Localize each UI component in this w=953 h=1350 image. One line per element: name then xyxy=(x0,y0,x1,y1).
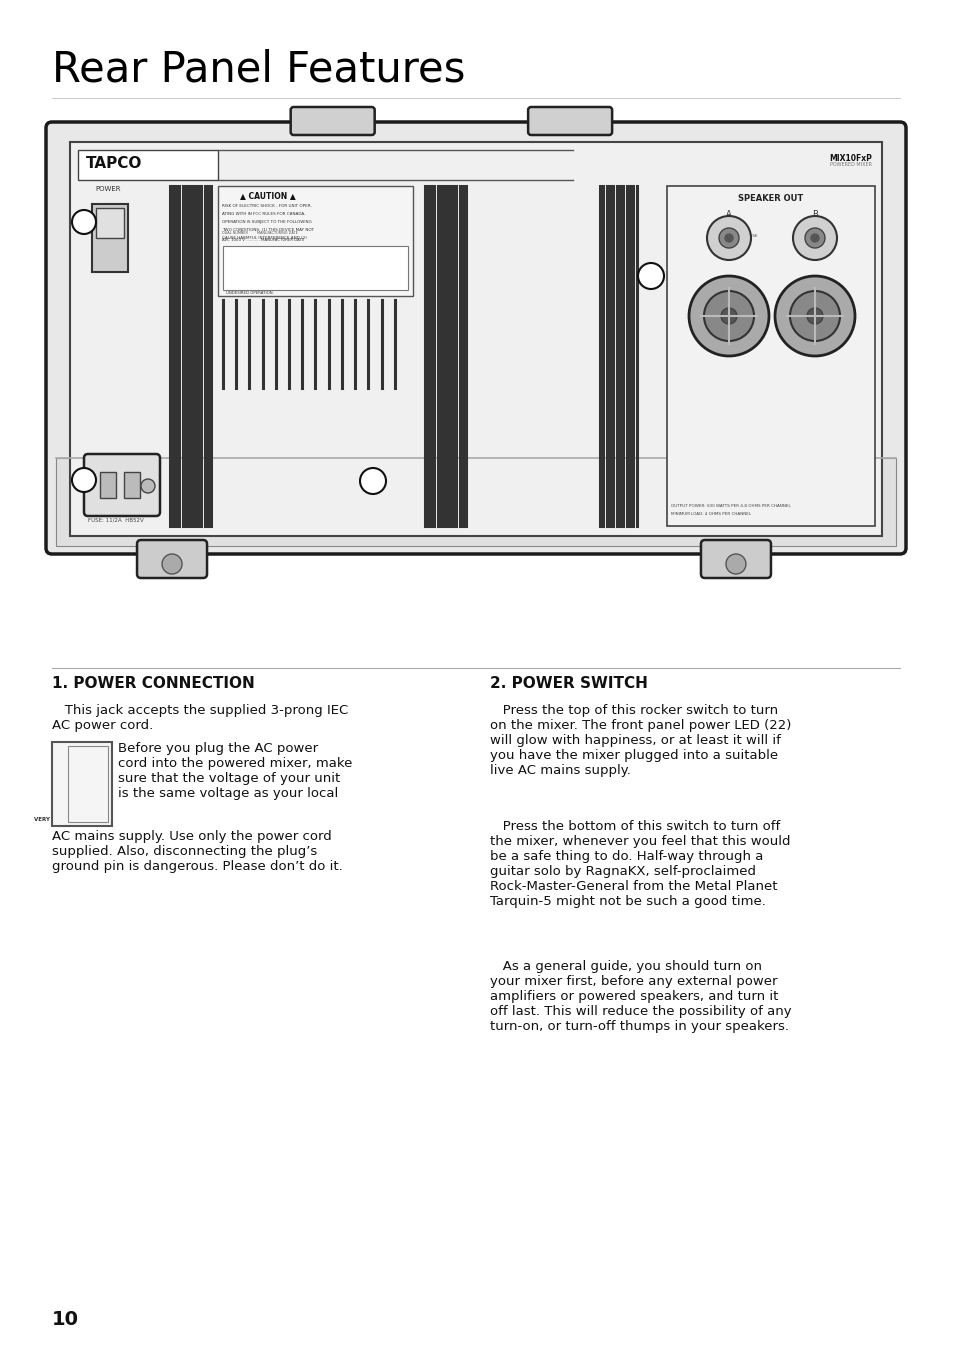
Circle shape xyxy=(359,468,386,494)
Text: CLOSE: CLOSE xyxy=(744,234,758,238)
Text: Rear Panel Features: Rear Panel Features xyxy=(52,49,465,90)
Text: Press the bottom of this switch to turn off
the mixer, whenever you feel that th: Press the bottom of this switch to turn … xyxy=(490,819,790,909)
Circle shape xyxy=(71,211,96,234)
Text: Press the top of this rocker switch to turn
on the mixer. The front panel power : Press the top of this rocker switch to t… xyxy=(490,703,791,778)
FancyBboxPatch shape xyxy=(46,122,905,554)
Text: ☞: ☞ xyxy=(71,767,109,802)
Text: A: A xyxy=(725,211,731,219)
Text: THIS DEVICE COMPLIES WITH PART 15 OF THE FCC RULES: THIS DEVICE COMPLIES WITH PART 15 OF THE… xyxy=(226,248,338,252)
FancyBboxPatch shape xyxy=(700,540,770,578)
Text: ATING WITH IN FCC RULES FOR CANADA,: ATING WITH IN FCC RULES FOR CANADA, xyxy=(222,212,305,216)
FancyBboxPatch shape xyxy=(291,107,375,135)
Text: MINIMUM LOAD: 4 OHMS PER CHANNEL: MINIMUM LOAD: 4 OHMS PER CHANNEL xyxy=(670,512,750,516)
Circle shape xyxy=(810,234,818,242)
Circle shape xyxy=(720,308,737,324)
Text: 2. POWER SWITCH: 2. POWER SWITCH xyxy=(490,676,647,691)
Text: (2) THIS DEVICE MUST ACCEPT ANY INTERFERENCE: (2) THIS DEVICE MUST ACCEPT ANY INTERFER… xyxy=(226,277,326,281)
Bar xyxy=(100,472,116,498)
Circle shape xyxy=(774,275,854,356)
Circle shape xyxy=(703,292,753,342)
Text: RECEIVED, INCLUDING INTERFERENCE THAT MAY CAUSE: RECEIVED, INCLUDING INTERFERENCE THAT MA… xyxy=(226,284,335,288)
Text: 4: 4 xyxy=(369,477,376,486)
Text: OPERATION IS SUBJECT TO THE FOLLOWING: OPERATION IS SUBJECT TO THE FOLLOWING xyxy=(222,220,312,224)
Text: AC mains supply. Use only the power cord
supplied. Also, disconnecting the plug’: AC mains supply. Use only the power cord… xyxy=(52,830,342,873)
Text: This jack accepts the supplied 3-prong IEC
AC power cord.: This jack accepts the supplied 3-prong I… xyxy=(52,703,348,732)
Circle shape xyxy=(638,263,663,289)
Text: 1. POWER CONNECTION: 1. POWER CONNECTION xyxy=(52,676,254,691)
Bar xyxy=(223,246,408,290)
Bar xyxy=(56,458,895,545)
Bar xyxy=(218,186,413,296)
Circle shape xyxy=(706,216,750,261)
Text: 10: 10 xyxy=(52,1310,79,1328)
Circle shape xyxy=(141,479,154,493)
Text: ▲ CAUTION ▲: ▲ CAUTION ▲ xyxy=(240,190,295,200)
Circle shape xyxy=(688,275,768,356)
Circle shape xyxy=(724,234,732,242)
Text: MIX10FxP: MIX10FxP xyxy=(828,154,871,163)
Text: DUAL NUMBER        MANUFACTURING DATE: DUAL NUMBER MANUFACTURING DATE xyxy=(222,231,297,235)
Text: OUTPUT POWER: 500 WATTS PER 4-8 OHMS PER CHANNEL: OUTPUT POWER: 500 WATTS PER 4-8 OHMS PER… xyxy=(670,504,790,508)
Bar xyxy=(70,142,882,536)
Circle shape xyxy=(789,292,840,342)
Bar xyxy=(96,208,124,238)
Text: TAPCO: TAPCO xyxy=(86,157,142,171)
Text: POWERED MIXER: POWERED MIXER xyxy=(829,162,871,167)
Bar xyxy=(124,472,140,498)
FancyBboxPatch shape xyxy=(84,454,160,516)
Text: FOR THE U.S. AND ICES-003. FOR CANADA.  OPERATION IS: FOR THE U.S. AND ICES-003. FOR CANADA. O… xyxy=(226,256,339,261)
Circle shape xyxy=(806,308,822,324)
Bar xyxy=(666,186,874,526)
Circle shape xyxy=(725,554,745,574)
Bar xyxy=(68,747,108,822)
Text: VERY IMPORTANT: VERY IMPORTANT xyxy=(34,817,88,822)
Text: AVC 1000 V ........... MANUFACTURER DATE: AVC 1000 V ........... MANUFACTURER DATE xyxy=(222,238,304,242)
Text: CAUSE HARMFUL INTERFERENCE AND (2): CAUSE HARMFUL INTERFERENCE AND (2) xyxy=(222,236,307,240)
Text: Before you plug the AC power
cord into the powered mixer, make
sure that the vol: Before you plug the AC power cord into t… xyxy=(118,743,352,801)
Text: 1: 1 xyxy=(80,475,88,485)
Text: B: B xyxy=(811,211,817,219)
Text: As a general guide, you should turn on
your mixer first, before any external pow: As a general guide, you should turn on y… xyxy=(490,960,791,1033)
Text: RISK OF ELECTRIC SHOCK - FOR UNIT OPER-: RISK OF ELECTRIC SHOCK - FOR UNIT OPER- xyxy=(222,204,312,208)
Text: CLOSE: CLOSE xyxy=(799,234,812,238)
Circle shape xyxy=(719,228,739,248)
Text: 3: 3 xyxy=(646,271,654,281)
Text: SPEAKER OUT: SPEAKER OUT xyxy=(738,194,802,202)
Bar xyxy=(91,204,128,271)
Text: FUSE: 11/2A  HB52V: FUSE: 11/2A HB52V xyxy=(88,517,144,522)
Bar xyxy=(78,150,218,180)
Text: 2: 2 xyxy=(80,217,88,227)
FancyBboxPatch shape xyxy=(528,107,612,135)
Text: VERY IMPORTANT: VERY IMPORTANT xyxy=(58,767,64,821)
Circle shape xyxy=(162,554,182,574)
Text: TWO CONDITIONS: (1) THIS DEVICE MAY NOT: TWO CONDITIONS: (1) THIS DEVICE MAY NOT xyxy=(222,228,314,232)
Circle shape xyxy=(71,468,96,491)
Text: DEVICE MAY NOT CAUSE HARMFUL INTERFERENCE, AND: DEVICE MAY NOT CAUSE HARMFUL INTERFERENC… xyxy=(226,270,335,274)
Text: SUBJECT TO THE FOLLOWING TWO CONDITIONS: (1) THIS: SUBJECT TO THE FOLLOWING TWO CONDITIONS:… xyxy=(226,263,338,267)
Text: POWER: POWER xyxy=(95,186,121,192)
Circle shape xyxy=(804,228,824,248)
Text: UNDESIRED OPERATION.: UNDESIRED OPERATION. xyxy=(226,292,274,296)
FancyBboxPatch shape xyxy=(137,540,207,578)
Bar xyxy=(52,743,112,826)
Circle shape xyxy=(792,216,836,261)
